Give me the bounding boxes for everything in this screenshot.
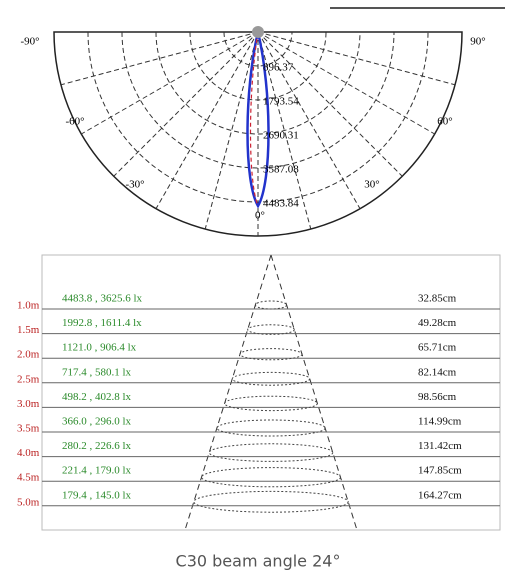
angle-label: 30° xyxy=(364,179,379,191)
illuminance: 280.2 , 226.6 lx xyxy=(62,440,132,452)
distance: 3.5m xyxy=(17,423,40,435)
ring-label: 1793.54 xyxy=(263,96,299,108)
beam-lobe-c90 xyxy=(249,31,259,207)
distance: 2.0m xyxy=(17,349,40,361)
distance: 1.5m xyxy=(17,324,40,336)
illuminance: 366.0 , 296.0 lx xyxy=(62,416,132,428)
angle-label: -60° xyxy=(65,116,84,128)
beam-ellipse xyxy=(239,348,303,361)
beam-ellipse xyxy=(224,395,318,412)
beam-diameter: 131.42cm xyxy=(418,440,462,452)
beam-ellipse xyxy=(208,443,334,462)
beam-diameter: 164.27cm xyxy=(418,489,462,501)
beam-diameter: 32.85cm xyxy=(418,293,457,305)
spoke xyxy=(257,31,403,177)
beam-diameter: 82.14cm xyxy=(418,366,457,378)
spoke xyxy=(257,31,312,230)
ring-label: 2690.31 xyxy=(263,130,299,142)
ring-label: 896.37 xyxy=(263,62,294,74)
beam-diameter: 114.99cm xyxy=(418,416,462,428)
distance: 3.0m xyxy=(17,398,40,410)
polar-diagram: -90° 90° -60° 60° -30° 30° 0° 896.37 1793.54 2690… xyxy=(20,26,486,237)
ring xyxy=(223,31,293,67)
beam-ellipse xyxy=(247,324,295,335)
angle-label: -90° xyxy=(20,36,39,48)
beam-ellipse xyxy=(201,467,341,488)
beam-ellipse xyxy=(216,419,326,437)
spoke xyxy=(257,31,435,135)
caption: C30 beam angle 24° xyxy=(176,552,341,571)
outer-arc xyxy=(53,31,463,237)
illuminance: 4483.8 , 3625.6 lx xyxy=(62,293,143,305)
illuminance-table: 1.0m 4483.8 , 3625.6 lx 32.85cm 1.5m 1992.8 … xyxy=(17,254,500,531)
distance: 4.5m xyxy=(17,472,40,484)
cone-edge xyxy=(270,254,358,531)
illuminance: 1121.0 , 906.4 lx xyxy=(62,342,137,354)
beam-diameter: 98.56cm xyxy=(418,391,457,403)
spoke xyxy=(257,31,456,86)
angle-label: -30° xyxy=(125,179,144,191)
spoke xyxy=(257,31,361,209)
distance: 4.0m xyxy=(17,447,40,459)
illuminance: 179.4 , 145.0 lx xyxy=(62,489,132,501)
distance: 5.0m xyxy=(17,496,40,508)
angle-label: 90° xyxy=(470,36,485,48)
illuminance: 1992.8 , 1611.4 lx xyxy=(62,317,142,329)
ring-label: 4483.84 xyxy=(263,198,299,210)
illuminance: 498.2 , 402.8 lx xyxy=(62,391,132,403)
ring xyxy=(121,31,395,169)
spoke xyxy=(113,31,259,177)
beam-ellipse xyxy=(231,371,311,386)
cone-edge xyxy=(184,254,272,531)
beam-diameter: 147.85cm xyxy=(418,465,462,477)
origin xyxy=(252,26,264,38)
spoke xyxy=(81,31,259,135)
beam-diameter: 65.71cm xyxy=(418,342,457,354)
spoke xyxy=(60,31,259,86)
illuminance: 717.4 , 580.1 lx xyxy=(62,366,132,378)
distance: 1.0m xyxy=(17,300,40,312)
beam-diameter: 49.28cm xyxy=(418,317,457,329)
beam-ellipse xyxy=(193,490,349,513)
ring-label: 3587.08 xyxy=(263,164,299,176)
illuminance: 221.4 , 179.0 lx xyxy=(62,465,132,477)
beam-ellipse xyxy=(254,300,288,310)
angle-label: 60° xyxy=(437,116,452,128)
angle-label: 0° xyxy=(255,210,265,222)
spoke xyxy=(204,31,259,230)
distance: 2.5m xyxy=(17,373,40,385)
spoke xyxy=(155,31,259,209)
